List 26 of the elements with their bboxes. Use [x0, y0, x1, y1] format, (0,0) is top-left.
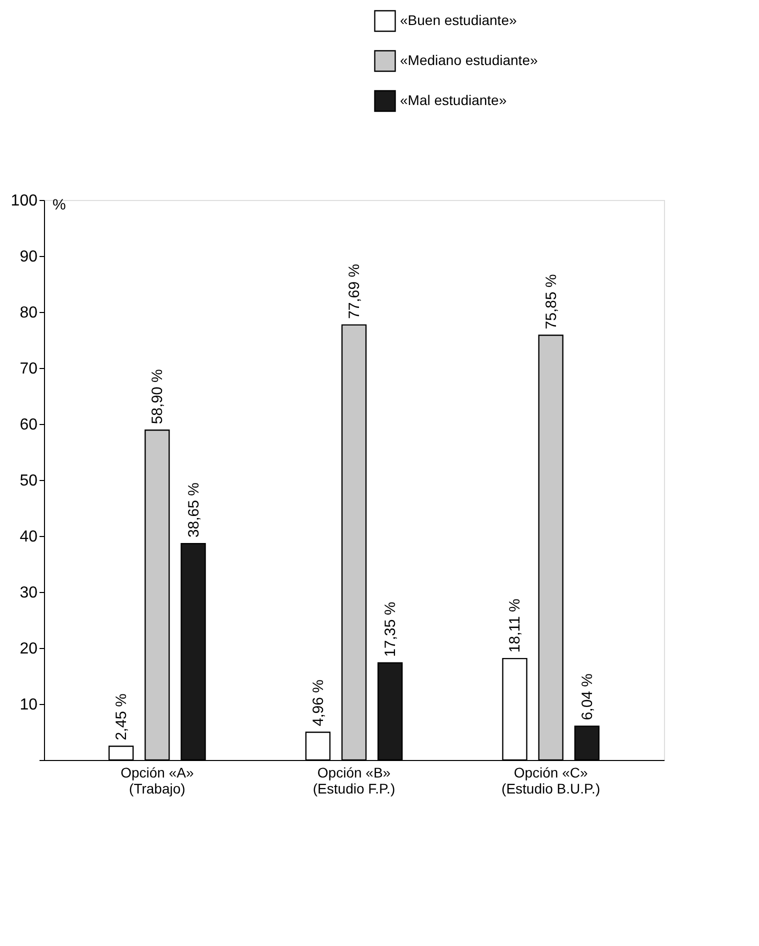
legend-label: «Mal estudiante» — [400, 92, 507, 108]
y-tick-label: 60 — [20, 416, 38, 434]
y-tick-label: 100 — [10, 192, 38, 210]
x-tick-label: Opción «C» (Estudio B.U.P.) — [502, 764, 600, 796]
y-tick-label: 20 — [20, 640, 38, 658]
y-tick-label: 80 — [20, 304, 38, 322]
y-tick-label: 10 — [20, 696, 38, 714]
legend-label: «Mediano estudiante» — [400, 52, 538, 68]
data-label: 77,69 % — [346, 264, 363, 319]
y-tick-label: 90 — [20, 248, 38, 266]
y-tick-label: 70 — [20, 360, 38, 378]
y-axis-title: % — [52, 196, 66, 214]
data-label: 17,35 % — [382, 602, 400, 657]
data-label: 38,65 % — [185, 482, 202, 538]
data-label: 4,96 % — [310, 680, 327, 726]
legend-label: «Buen estudiante» — [400, 12, 517, 28]
data-label: 18,11 % — [506, 598, 524, 653]
data-label: 58,90 % — [149, 369, 166, 424]
data-label: 75,85 % — [542, 274, 560, 330]
y-tick-label: 50 — [20, 472, 38, 490]
x-tick-label: Opción «A» (Trabajo) — [120, 764, 194, 796]
y-tick-label: 40 — [20, 528, 38, 546]
y-tick-label: 30 — [20, 584, 38, 602]
data-label: 2,45 % — [113, 694, 130, 740]
data-label: 6,04 % — [578, 673, 596, 720]
x-tick-label: Opción «B» (Estudio F.P.) — [312, 764, 396, 796]
